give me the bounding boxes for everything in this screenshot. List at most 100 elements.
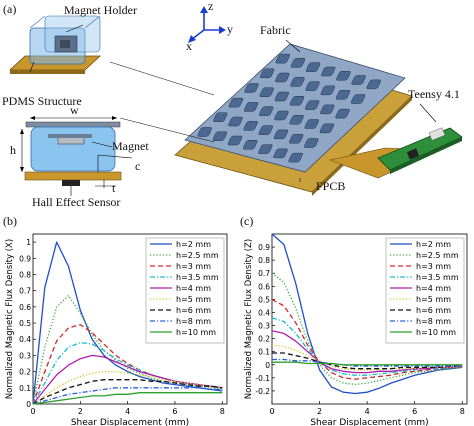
array-cell bbox=[290, 77, 305, 87]
array-cell bbox=[335, 108, 350, 119]
x-axis-label: Shear Displacement (mm) bbox=[310, 418, 428, 426]
array-cell bbox=[273, 148, 288, 159]
legend-label: h=2.5 mm bbox=[176, 251, 219, 260]
legend-label: h=2 mm bbox=[416, 240, 451, 249]
legend-box bbox=[145, 237, 225, 344]
series-line bbox=[32, 379, 223, 405]
y-tick-label: 0.5 bbox=[258, 295, 270, 304]
y-tick-label: 0.4 bbox=[258, 308, 270, 317]
x-tick-label: 0 bbox=[30, 407, 35, 416]
array-cell bbox=[290, 58, 306, 68]
panel-label-a: (a) bbox=[3, 2, 17, 16]
label-dim-t: t bbox=[112, 181, 116, 195]
sensor-array bbox=[174, 43, 413, 196]
array-cell bbox=[273, 129, 289, 140]
array-cell bbox=[321, 66, 336, 77]
legend-label: h=8 mm bbox=[416, 317, 451, 326]
legend-label: h=2 mm bbox=[176, 240, 211, 249]
x-tick-label: 8 bbox=[220, 407, 225, 416]
y-tick-label: -0.1 bbox=[255, 374, 270, 383]
cross-section-diagram bbox=[20, 116, 133, 196]
series-line bbox=[271, 298, 463, 380]
hall-sensor-chip bbox=[62, 180, 80, 186]
pdms-dome bbox=[30, 126, 116, 172]
array-cell bbox=[304, 119, 319, 129]
x-tick-label: 2 bbox=[78, 407, 83, 416]
series-line bbox=[32, 392, 223, 405]
legend-label: h=3.5 mm bbox=[416, 273, 459, 282]
array-cell bbox=[288, 133, 304, 144]
array-cell bbox=[274, 110, 289, 121]
array-cell bbox=[228, 116, 243, 127]
array-cell bbox=[227, 135, 243, 146]
label-hall-sensor: Hall Effect Sensor bbox=[32, 195, 121, 209]
series-line bbox=[271, 330, 463, 374]
x-tick-label: 8 bbox=[460, 407, 465, 416]
y-tick-label: 0.1 bbox=[19, 384, 31, 393]
label-teensy: Teensy 4.1 bbox=[408, 87, 460, 101]
array-cell bbox=[275, 72, 290, 83]
legend-label: h=3 mm bbox=[176, 262, 211, 271]
array-cell bbox=[319, 123, 335, 134]
fabric-layer bbox=[25, 121, 121, 128]
array-cell bbox=[243, 121, 258, 131]
y-tick-label: 0.8 bbox=[258, 256, 270, 265]
legend-label: h=6 mm bbox=[416, 306, 451, 315]
array-cell bbox=[320, 85, 335, 96]
x-tick-label: 4 bbox=[365, 407, 370, 416]
legend-label: h=3.5 mm bbox=[176, 273, 219, 282]
array-cell bbox=[305, 81, 320, 91]
series-line bbox=[32, 387, 223, 405]
plot-frame bbox=[32, 233, 228, 405]
array-cell bbox=[274, 91, 290, 102]
x-tick-label: 2 bbox=[317, 407, 322, 416]
y-axis-label: Normalized Magnetic Flux Density (Z) bbox=[244, 239, 254, 399]
label-fpcb: FPCB bbox=[316, 179, 346, 193]
array-cell bbox=[244, 83, 259, 93]
label-axis-z: z bbox=[208, 0, 214, 13]
label-dim-c: c bbox=[135, 159, 141, 173]
array-cell bbox=[350, 94, 366, 104]
x-tick-label: 4 bbox=[125, 407, 130, 416]
plot-frame bbox=[271, 233, 468, 405]
x-tick-label: 6 bbox=[412, 407, 417, 416]
array-cell bbox=[288, 152, 303, 163]
array-cell bbox=[258, 125, 273, 135]
series-line bbox=[271, 344, 463, 371]
teensy-board bbox=[377, 127, 463, 174]
array-cell bbox=[289, 96, 305, 106]
panel-label-b: (b) bbox=[3, 214, 17, 228]
y-tick-label: 0 bbox=[26, 400, 31, 409]
legend-label: h=10 mm bbox=[416, 328, 456, 337]
label-axis-x: x bbox=[186, 39, 192, 53]
y-tick-label: 0.7 bbox=[258, 269, 270, 278]
legend-box bbox=[385, 237, 465, 344]
series-line bbox=[32, 370, 223, 405]
y-tick-label: 0.6 bbox=[258, 282, 270, 291]
series-line bbox=[272, 361, 463, 366]
series-line bbox=[271, 272, 463, 386]
array-cell bbox=[213, 112, 228, 123]
y-tick-label: 0.2 bbox=[258, 335, 270, 344]
x-axis-label: Shear Displacement (mm) bbox=[71, 418, 189, 426]
legend-label: h=8 mm bbox=[176, 317, 211, 326]
legend-label: h=5 mm bbox=[176, 295, 211, 304]
y-tick-label: 0.2 bbox=[19, 368, 31, 377]
array-cell bbox=[243, 140, 258, 150]
array-cell bbox=[258, 144, 273, 154]
x-tick-label: 6 bbox=[172, 407, 177, 416]
y-tick-label: 0.9 bbox=[19, 254, 31, 263]
array-cell bbox=[305, 100, 320, 110]
array-cell bbox=[304, 138, 319, 148]
array-cell bbox=[335, 89, 351, 100]
y-axis-label: Normalized Magnetic Flux Density (X) bbox=[5, 239, 15, 399]
legend-label: h=10 mm bbox=[176, 328, 216, 337]
series-line bbox=[32, 294, 223, 405]
y-tick-label: 0.6 bbox=[19, 303, 31, 312]
y-tick-label: 0.5 bbox=[19, 319, 31, 328]
y-tick-label: 0.9 bbox=[258, 243, 270, 252]
panel-label-c: (c) bbox=[240, 214, 254, 228]
array-cell bbox=[259, 106, 274, 116]
y-tick-label: 0.3 bbox=[19, 351, 31, 360]
label-dim-h: h bbox=[10, 143, 16, 157]
